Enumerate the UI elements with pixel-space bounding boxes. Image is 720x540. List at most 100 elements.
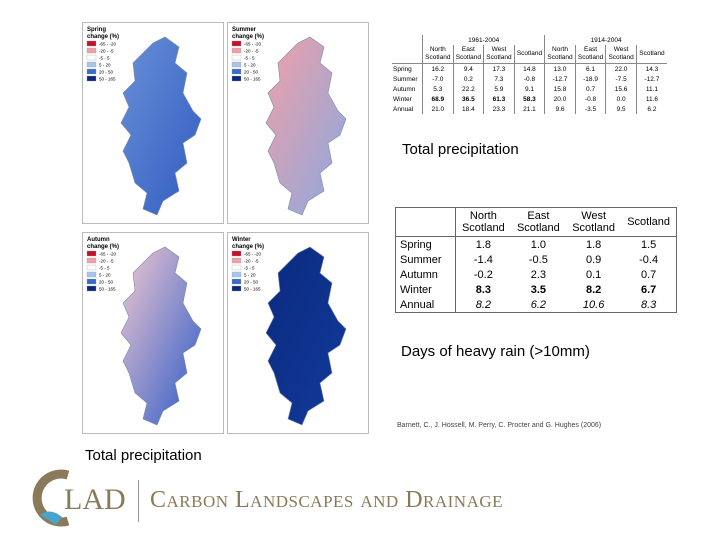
legend-swatch [231, 54, 242, 61]
legend-label: 5 - 20 [99, 63, 111, 68]
row-label: Winter [393, 95, 412, 103]
legend-label: 5 - 20 [244, 273, 256, 278]
map-panel: Spring change (%) -65 - -20 -20 - -5 -5 - 5 5… [82, 22, 224, 224]
table-cell: 9.1 [513, 84, 545, 94]
table-cell: 22.0 [605, 63, 637, 74]
table-cell: 15.8 [544, 84, 576, 94]
map-subtitle: change (%) [87, 244, 119, 250]
precip-table: 1961-2004 1914-2004 North Scotland East Sco… [392, 35, 667, 114]
table-cell: 8.2 [585, 283, 602, 296]
table-cell: 13.0 [544, 63, 576, 74]
logo-text: LAD [64, 483, 126, 516]
legend-swatch [86, 54, 97, 61]
table-row: Annual 21.0 18.4 23.3 21.1 9.6 -3.5 9.5 6.2 [392, 104, 667, 114]
map-subtitle: change (%) [232, 34, 264, 40]
table-cell: 1.8 [585, 238, 602, 251]
table-cell: 5.3 [422, 84, 454, 94]
table-cell: 1.5 [640, 238, 657, 251]
legend-label: 20 - 50 [244, 70, 259, 75]
scotland-outline [120, 36, 202, 216]
legend-label: -5 - 5 [244, 56, 255, 61]
caption: Total precipitation [402, 141, 519, 158]
row-label: Spring [395, 236, 456, 252]
legend-swatch [231, 285, 242, 292]
table-row: Autumn 5.3 22.2 5.9 9.1 15.8 0.7 15.6 11.1 [392, 84, 667, 94]
legend-swatch [86, 75, 97, 82]
legend-swatch [231, 61, 242, 68]
column-header: Scotland [621, 207, 677, 237]
scotland-outline [120, 246, 202, 426]
table-cell: 11.1 [635, 84, 667, 94]
table-cell: 21.0 [422, 104, 454, 114]
column-header: Scotland [513, 45, 545, 64]
map-figure: Spring change (%) -65 - -20 -20 - -5 -5 - 5 5… [80, 20, 386, 434]
legend-swatch [86, 257, 97, 264]
legend-swatch [86, 285, 97, 292]
scotland-outline [265, 246, 347, 426]
table-cell: 6.7 [640, 283, 657, 296]
legend-swatch [231, 75, 242, 82]
column-header: East Scotland [452, 45, 484, 64]
header-row: North Scotland East Scotland West Scotland… [392, 45, 667, 64]
column-header: North Scotland [544, 45, 576, 64]
legend-swatch [86, 278, 97, 285]
table-cell: 0.0 [605, 94, 637, 104]
legend-label: -20 - -5 [244, 259, 259, 264]
legend-swatch [86, 47, 97, 54]
legend-swatch [231, 250, 242, 257]
table-cell: -7.5 [605, 74, 637, 84]
table-cell: 36.5 [452, 94, 484, 104]
table-cell: 7.3 [483, 74, 515, 84]
row-label: Winter [395, 282, 456, 297]
map-panel: Winter change (%) -65 - -20 -20 - -5 -5 - 5 5… [227, 232, 369, 434]
legend-swatch [86, 61, 97, 68]
legend-swatch [86, 264, 97, 271]
table-row: Annual 8.2 6.2 10.6 8.3 [395, 297, 677, 313]
legend-swatch [231, 257, 242, 264]
citation: Barnett, C., J. Hossell, M. Perry, C. Pr… [397, 422, 602, 429]
legend-label: 50 - 165 [244, 77, 261, 82]
table-cell: 9.5 [605, 104, 637, 114]
legend-label: -20 - -5 [99, 259, 114, 264]
legend-label: -5 - 5 [99, 56, 110, 61]
caption: Total precipitation [85, 447, 202, 464]
table-cell: 15.6 [605, 84, 637, 94]
map-title: Spring [87, 27, 106, 33]
table-cell: 58.3 [513, 94, 545, 104]
row-label: Spring [393, 65, 412, 73]
table-cell: 1.8 [475, 238, 492, 251]
legend-label: -65 - -20 [244, 252, 262, 257]
table-cell: 6.2 [530, 298, 547, 311]
legend-label: -20 - -5 [99, 49, 114, 54]
legend-label: 50 - 165 [244, 287, 261, 292]
scotland-outline [265, 36, 347, 216]
table-cell: 2.3 [530, 268, 547, 281]
corner [395, 207, 456, 237]
table-cell: -3.5 [574, 104, 606, 114]
table-cell: 16.2 [422, 63, 454, 74]
table-cell: 6.2 [635, 104, 667, 114]
table-cell: -1.4 [473, 253, 493, 266]
legend-swatch [231, 47, 242, 54]
table-row: Winter 8.3 3.5 8.2 6.7 [395, 282, 677, 297]
map-panel: Autumn change (%) -65 - -20 -20 - -5 -5 - 5 5… [82, 232, 224, 434]
legend-label: 5 - 20 [99, 273, 111, 278]
table-cell: 0.7 [574, 84, 606, 94]
logo-mark: LAD [32, 469, 126, 527]
table-row: Summer -1.4 -0.5 0.9 -0.4 [395, 252, 677, 267]
legend-label: 20 - 50 [99, 280, 114, 285]
map-title: Summer [232, 27, 257, 33]
table-row: Autumn -0.2 2.3 0.1 0.7 [395, 267, 677, 282]
row-label: Autumn [393, 85, 416, 93]
table-cell: 0.7 [640, 268, 657, 281]
table-cell: 21.1 [513, 104, 545, 114]
legend-swatch [231, 278, 242, 285]
legend-swatch [231, 68, 242, 75]
legend-label: 50 - 165 [99, 287, 116, 292]
table-cell: -0.5 [528, 253, 548, 266]
map-title: Autumn [87, 237, 110, 243]
table-row: Winter 68.9 36.5 61.3 58.3 20.0 -0.8 0.0 11.6 [392, 94, 667, 104]
legend-label: 5 - 20 [244, 63, 256, 68]
